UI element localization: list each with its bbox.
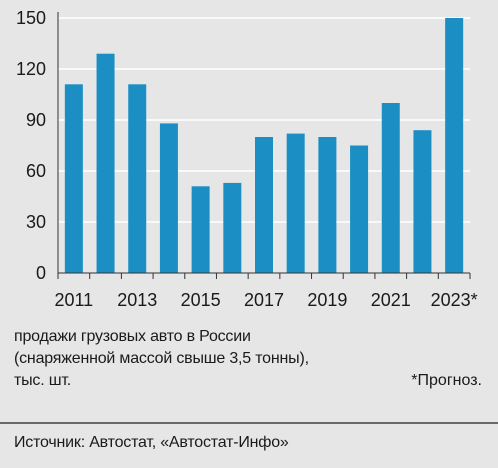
bar-2023 — [445, 18, 464, 273]
y-axis: 0 30 60 90 120 150 — [16, 8, 59, 283]
bar-2012 — [96, 53, 115, 274]
bar-2013 — [128, 84, 147, 273]
x-tick-label: 2011 — [54, 290, 93, 310]
bar-2011 — [64, 84, 83, 273]
x-tick-label: 2017 — [244, 290, 284, 310]
y-tick-label: 120 — [16, 59, 46, 79]
bar-2015 — [191, 186, 210, 273]
y-tick-label: 30 — [26, 212, 46, 232]
chart-caption: продажи грузовых авто в России (снаряжен… — [14, 328, 309, 389]
y-tick-label: 150 — [16, 8, 46, 28]
bar-2014 — [159, 123, 178, 274]
x-tick-label: 2015 — [181, 290, 221, 310]
x-tick-label: 2021 — [371, 290, 411, 310]
bar-2022 — [413, 130, 432, 273]
bar-2018 — [286, 133, 305, 273]
y-tick-label: 90 — [26, 110, 46, 130]
bars — [64, 18, 464, 274]
bar-2021 — [381, 103, 400, 273]
divider — [0, 422, 498, 424]
y-tick-label: 0 — [36, 263, 46, 283]
x-tick-label: 2013 — [117, 290, 157, 310]
x-axis: 2011 2013 2015 2017 2019 2021 2023* — [54, 272, 478, 310]
x-tick-label: 2019 — [307, 290, 347, 310]
source-note: Источник: Автостат, «Автостат-Инфо» — [14, 434, 289, 451]
bar-2020 — [350, 145, 369, 273]
bar-2019 — [318, 137, 337, 273]
x-tick-label: 2023* — [431, 290, 478, 310]
y-tick-label: 60 — [26, 161, 46, 181]
bar-2016 — [223, 182, 242, 273]
forecast-footnote: *Прогноз. — [411, 372, 482, 389]
gridlines — [58, 17, 470, 223]
bar-2017 — [255, 137, 273, 273]
